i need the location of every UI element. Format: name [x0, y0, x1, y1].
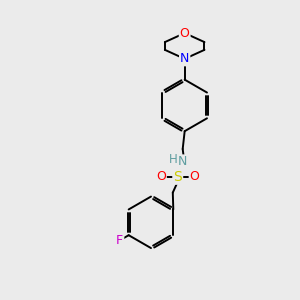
Text: F: F — [116, 234, 123, 247]
Text: S: S — [173, 170, 182, 184]
Text: N: N — [178, 155, 188, 168]
Text: N: N — [180, 52, 189, 65]
Text: O: O — [190, 170, 200, 183]
Text: O: O — [156, 170, 166, 183]
Text: O: O — [180, 27, 190, 40]
Text: H: H — [168, 153, 177, 167]
